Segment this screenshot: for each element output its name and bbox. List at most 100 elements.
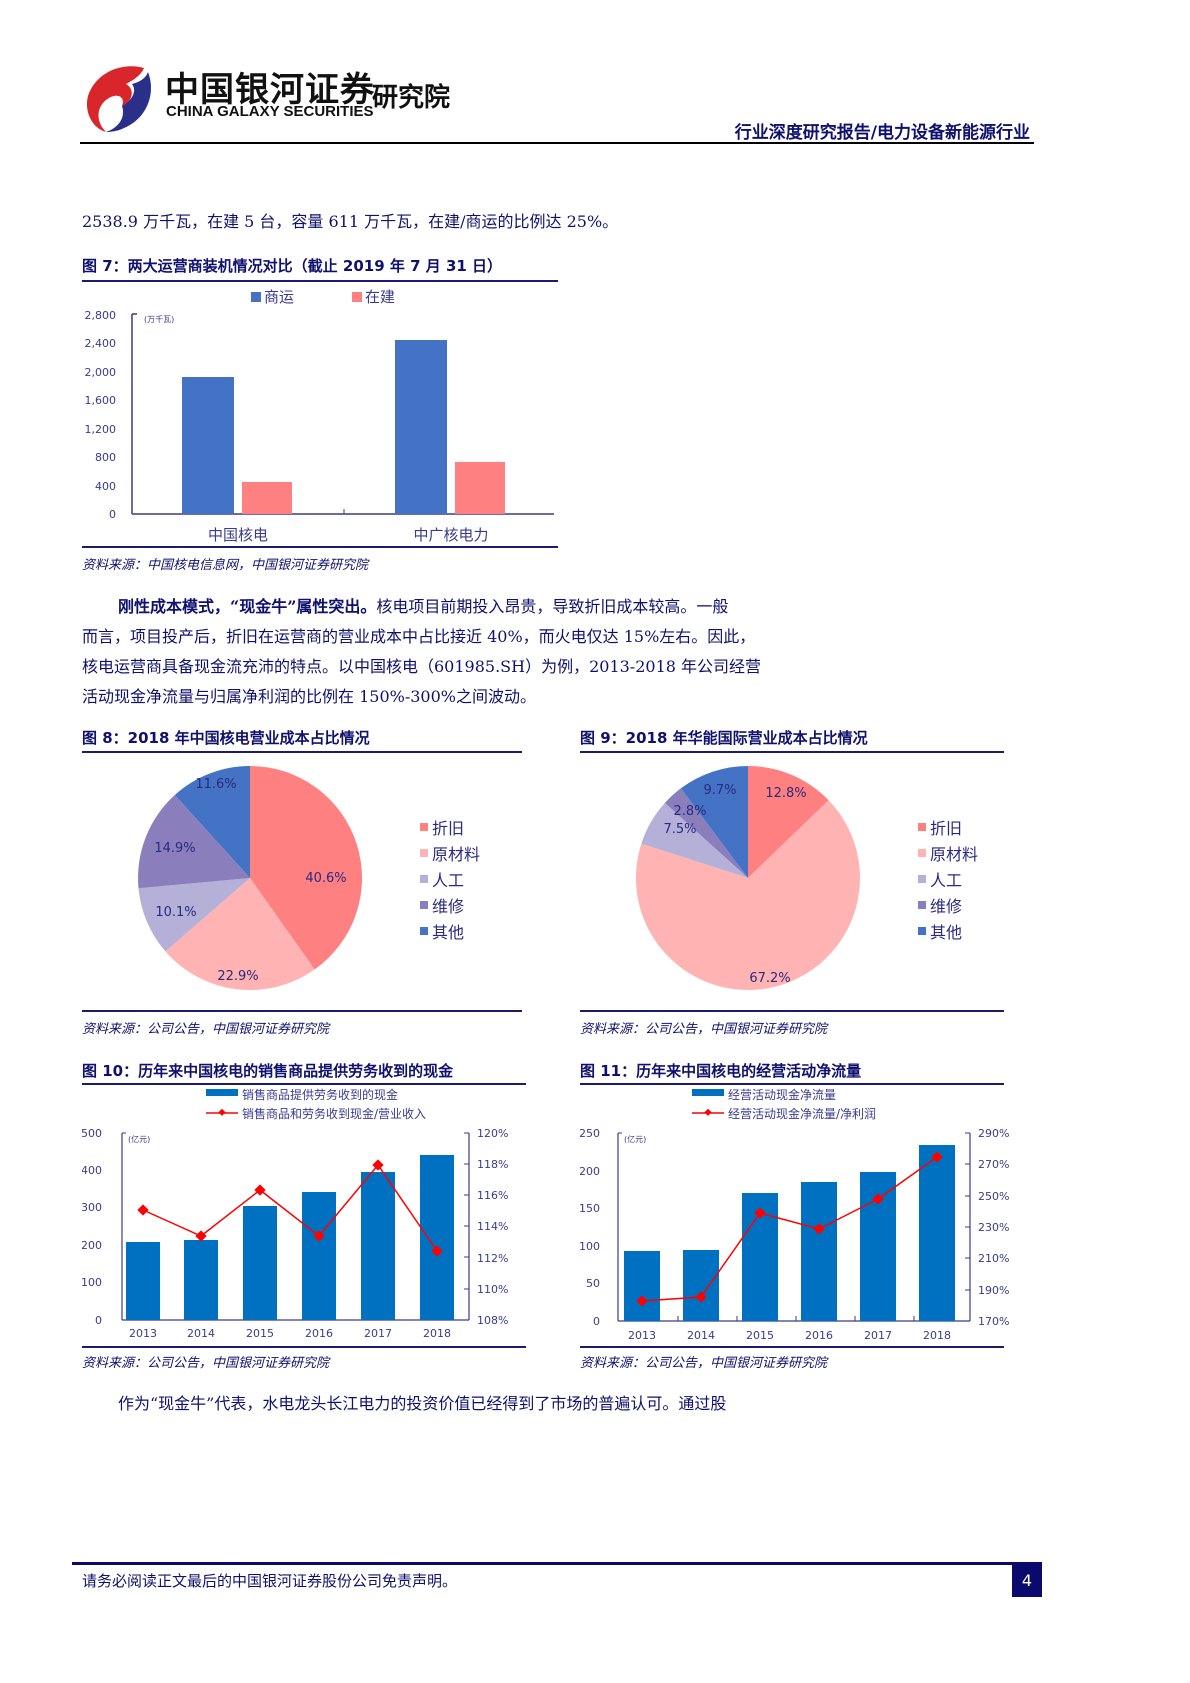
svg-text:2015: 2015	[246, 1327, 274, 1340]
fig10-title: 图 10：历年来中国核电的销售商品提供劳务收到的现金	[82, 1062, 454, 1080]
brand-name-en: CHINA GALAXY SECURITIES	[166, 103, 374, 120]
pie8-slice-labor	[138, 878, 250, 952]
fig10-title-rule	[82, 1083, 526, 1085]
svg-text:人工: 人工	[930, 871, 962, 890]
svg-text:2,000: 2,000	[85, 366, 117, 379]
fig11-y-axis-left: 0 50 100 150 200 250	[580, 1127, 600, 1328]
fig11-title-rule	[580, 1083, 1004, 1085]
footer-disclaimer: 请务必阅读正文最后的中国银河证券股份公司免责声明。	[82, 1572, 458, 1590]
analysis-paragraph: 刚性成本模式，“现金牛”属性突出。核电项目前期投入昂贵，导致折旧成本较高。一般 …	[82, 592, 842, 712]
pie8-label-maintenance: 14.9%	[154, 841, 195, 856]
pie8-slice-other	[174, 766, 250, 878]
fig9-title-rule	[580, 751, 1004, 753]
bar-cnnp-construction	[242, 482, 292, 514]
fig10-legend-bar: 销售商品提供劳务收到的现金	[242, 1087, 398, 1102]
fig8-title-rule-line	[82, 751, 522, 753]
svg-text:116%: 116%	[477, 1189, 508, 1202]
pie9-slice-maintenance	[664, 788, 748, 878]
svg-text:0: 0	[593, 1315, 600, 1328]
fig8-source: 资料来源：公司公告，中国银河证券研究院	[82, 1022, 330, 1037]
svg-text:500: 500	[82, 1127, 102, 1140]
fig8-pie-chart: 40.6% 22.9% 10.1% 14.9% 11.6% 折旧 原材料 人工 …	[138, 766, 480, 991]
fig11-legend-bar: 经营活动现金净流量	[728, 1087, 836, 1102]
fig7-bottom-rule	[82, 546, 558, 548]
svg-text:2016: 2016	[305, 1327, 333, 1340]
svg-text:折旧: 折旧	[930, 819, 962, 838]
svg-text:1,200: 1,200	[85, 423, 117, 436]
svg-text:800: 800	[95, 451, 116, 464]
svg-text:112%: 112%	[477, 1252, 508, 1265]
fig10-bottom-rule	[82, 1346, 526, 1348]
svg-text:300: 300	[82, 1201, 102, 1214]
svg-text:108%: 108%	[477, 1314, 508, 1327]
fig11-combo-chart: 经营活动现金净流量 经营活动现金净流量/净利润 (亿元) 0 50 100 150 2…	[580, 1087, 1009, 1342]
paragraph-bold-lead: 刚性成本模式，“现金牛”属性突出。	[118, 597, 377, 616]
paragraph-line-1-text: 核电项目前期投入昂贵，导致折旧成本较高。一般	[376, 597, 729, 616]
fig11-x-axis: 2013 2014 2015 2016 2017 2018	[628, 1329, 951, 1342]
bar-cnnp-commercial	[182, 377, 234, 514]
paragraph-line-1: 刚性成本模式，“现金牛”属性突出。核电项目前期投入昂贵，导致折旧成本较高。一般	[82, 592, 842, 622]
page-number: 4	[1012, 1565, 1042, 1597]
svg-text:250: 250	[580, 1127, 600, 1140]
svg-text:400: 400	[82, 1164, 102, 1177]
svg-text:150: 150	[580, 1202, 600, 1215]
report-type: 行业深度研究报告/电力设备新能源行业	[734, 123, 1030, 143]
pie8-label-labor: 10.1%	[155, 905, 196, 920]
svg-text:原材料: 原材料	[930, 845, 978, 864]
svg-text:2013: 2013	[628, 1329, 656, 1342]
svg-text:2014: 2014	[687, 1329, 715, 1342]
pie9-label-maintenance: 2.8%	[673, 804, 706, 819]
svg-text:270%: 270%	[978, 1158, 1009, 1171]
svg-text:200: 200	[580, 1165, 600, 1178]
svg-text:290%: 290%	[978, 1127, 1009, 1140]
fig7-y-axis: 0 400 800 1,200 1,600 2,000 2,400 2,800	[85, 309, 117, 521]
pie8-slice-maintenance	[138, 795, 250, 889]
fig11-legend-line: 经营活动现金净流量/净利润	[728, 1106, 876, 1121]
fig11-bottom-rule	[580, 1346, 1004, 1348]
svg-text:200: 200	[82, 1239, 102, 1252]
closing-line: 作为“现金牛”代表，水电龙头长江电力的投资价值已经得到了市场的普遍认可。通过股	[118, 1394, 727, 1413]
pie9-label-other: 9.7%	[703, 783, 736, 798]
pie9-slice-depreciation	[748, 766, 829, 878]
svg-text:2013: 2013	[129, 1327, 157, 1340]
fig7-x-label-cnnp: 中国核电	[208, 526, 268, 544]
fig10-x-axis: 2013 2014 2015 2016 2017 2018	[129, 1327, 451, 1340]
pie8-label-other: 11.6%	[195, 777, 236, 792]
fig10-y-axis-left: 0 100 200 300 400 500	[82, 1127, 102, 1327]
svg-text:1,600: 1,600	[85, 394, 117, 407]
svg-text:120%: 120%	[477, 1127, 508, 1140]
fig11-ratio-line	[641, 1156, 938, 1302]
fig10-combo-chart: 销售商品提供劳务收到的现金 销售商品和劳务收到现金/营业收入 (亿元) 0 100…	[82, 1087, 508, 1340]
paragraph-line-4: 活动现金净流量与归属净利润的比例在 150%-300%之间波动。	[82, 687, 536, 706]
legend-construction: 在建	[365, 288, 395, 306]
svg-text:230%: 230%	[978, 1221, 1009, 1234]
fig8-title: 图 8：2018 年中国核电营业成本占比情况	[82, 729, 370, 747]
pie9-slice-labor	[641, 802, 748, 878]
svg-text:50: 50	[586, 1277, 600, 1290]
fig10-y-axis-right: 108% 110% 112% 114% 116% 118% 120%	[477, 1127, 508, 1327]
svg-text:400: 400	[95, 480, 116, 493]
legend-swatch-construction	[352, 292, 362, 302]
svg-text:2014: 2014	[187, 1327, 215, 1340]
pie9-label-labor: 7.5%	[663, 822, 696, 837]
svg-text:2018: 2018	[423, 1327, 451, 1340]
fig7-chart: 商运 在建 0 400 800 1,200 1,600 2,000 2,400 2,800…	[85, 288, 554, 544]
svg-text:2018: 2018	[923, 1329, 951, 1342]
pie8-label-materials: 22.9%	[217, 969, 258, 984]
legend-swatch-commercial	[251, 292, 261, 302]
svg-text:维修: 维修	[930, 897, 962, 916]
bar-cgn-commercial	[395, 340, 447, 514]
pie9-slice-materials	[635, 800, 860, 990]
svg-text:2,400: 2,400	[85, 337, 117, 350]
pie9-label-materials: 67.2%	[749, 971, 790, 986]
svg-text:100: 100	[82, 1276, 102, 1289]
fig10-legend-line: 销售商品和劳务收到现金/营业收入	[242, 1106, 426, 1121]
svg-text:2017: 2017	[364, 1327, 392, 1340]
fig10-ratio-line	[142, 1163, 438, 1252]
galaxy-logo-icon	[86, 66, 151, 132]
fig10-source: 资料来源：公司公告，中国银河证券研究院	[82, 1356, 330, 1371]
svg-text:维修: 维修	[432, 897, 464, 916]
svg-text:2,800: 2,800	[85, 309, 117, 322]
svg-text:其他: 其他	[432, 923, 464, 942]
fig10-unit: (亿元)	[128, 1134, 150, 1144]
